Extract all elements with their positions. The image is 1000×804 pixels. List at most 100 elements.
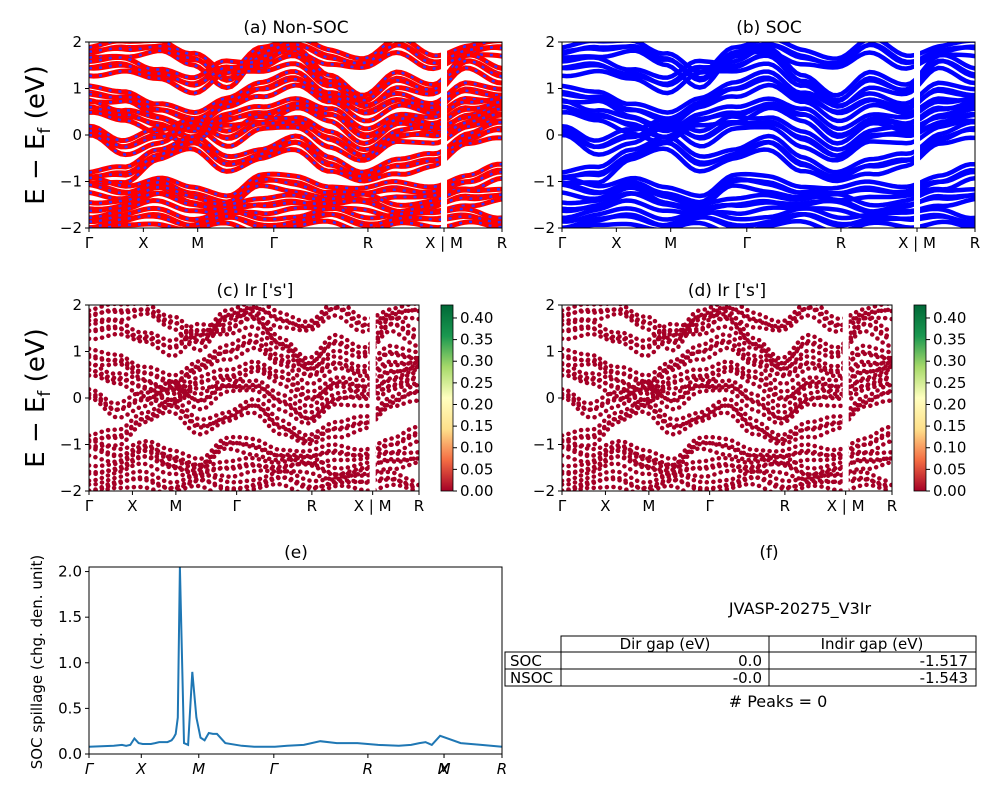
cbar-d-tick-label: 0.00: [933, 482, 966, 500]
cbar-c-tick-label: 0.40: [460, 309, 493, 327]
b-band: [562, 45, 975, 98]
a-band-blue: [89, 192, 502, 213]
d-band-dots: [562, 308, 892, 361]
table-row-nsoc-dir: -0.0: [733, 669, 762, 687]
d-band-dots: [569, 481, 892, 491]
c-band-dots: [89, 448, 419, 471]
c-break: [369, 305, 376, 491]
table-header-indir: Indir gap (eV): [821, 635, 924, 653]
a-band-blue: [89, 170, 502, 204]
ylabel-band-top: E − Ef (eV): [21, 65, 55, 205]
a-band-blue: [89, 119, 502, 162]
c-xtick-label: R: [414, 497, 424, 515]
c-ytick-label: 2: [72, 296, 82, 314]
d-ytick-label: 1: [545, 343, 555, 361]
b-xtick-label: Γ: [558, 234, 567, 252]
cbar-c-bar: [440, 304, 454, 492]
d-xtick-label: R: [780, 497, 790, 515]
cbar-d-tick-label: 0.10: [933, 439, 966, 457]
c-xtick-label: M: [169, 497, 182, 515]
d-band-dots: [562, 424, 892, 462]
panel-b-soc-bands: −2 −1 0 1 2 Γ X M Γ R X | M R: [533, 33, 980, 252]
d-band-dots: [562, 305, 892, 338]
e-ytick-label: 0.0: [58, 745, 82, 763]
panel-b-title: (b) SOC: [736, 18, 802, 38]
cbar-d-tick-label: 0.05: [933, 460, 966, 478]
b-band: [562, 191, 975, 214]
cbar-c-tick-label: 0.20: [460, 395, 493, 413]
c-band-dots: [89, 390, 419, 443]
a-band-blue: [89, 162, 502, 198]
e-ytick-label: 1.0: [58, 654, 82, 672]
b-plot-area: [562, 42, 975, 228]
d-band-dots: [562, 398, 892, 449]
d-ytick-label: 2: [545, 296, 555, 314]
b-band: [562, 169, 975, 205]
a-band-blue: [89, 46, 502, 97]
c-band-dots: [96, 481, 419, 491]
b-ytick-label: −2: [533, 219, 555, 237]
d-xtick-label: Γ: [558, 497, 567, 515]
cbar-d-tick-label: 0.40: [933, 309, 966, 327]
d-band-dots: [562, 459, 892, 484]
b-band: [562, 106, 975, 152]
panel-e-title: (e): [284, 543, 308, 563]
c-plot-area: [89, 305, 419, 491]
a-band-red: [89, 127, 502, 180]
e-ytick-label: 2.0: [58, 563, 82, 581]
b-band: [562, 69, 975, 115]
cbar-c-tick-label: 0.15: [460, 417, 493, 435]
b-xtick-label: Γ: [743, 234, 752, 252]
e-xtick-label: Γ: [85, 760, 95, 778]
b-xtick-label: X: [611, 234, 621, 252]
e-frame: [88, 566, 503, 755]
cbar-c-tick-label: 0.10: [460, 439, 493, 457]
e-ytick-label: 1.5: [58, 608, 82, 626]
c-band-dots: [89, 381, 419, 426]
table-row-soc-dir: 0.0: [738, 652, 762, 670]
a-ytick-label: −2: [60, 219, 82, 237]
c-xtick-label: Γ: [232, 497, 241, 515]
b-band: [562, 111, 975, 158]
b-ytick-label: −1: [533, 173, 555, 191]
c-band-dots: [89, 305, 419, 346]
a-band-blue: [89, 107, 502, 151]
c-band-dots: [89, 308, 419, 361]
a-break: [441, 42, 448, 228]
c-xtick-label: X: [127, 497, 137, 515]
a-band-blue: [89, 54, 502, 102]
d-band-dots: [562, 324, 892, 372]
table-header-dir: Dir gap (eV): [620, 635, 711, 653]
a-ytick-label: 0: [72, 126, 82, 144]
a-band-blue: [89, 43, 502, 82]
e-xtick-label: M: [192, 760, 205, 778]
b-xtick-label: X | M: [898, 234, 936, 252]
c-band-dots: [89, 311, 419, 353]
ylabel-subscript: f: [35, 390, 55, 397]
d-band-dots: [562, 474, 892, 491]
material-id: JVASP-20275_V3Ir: [728, 599, 872, 619]
d-band-dots: [562, 339, 892, 386]
a-band-red: [89, 119, 502, 175]
cbar-c-tick-label: 0.35: [460, 331, 493, 349]
cbar-c-tick-label: 0.00: [460, 482, 493, 500]
e-xtick-label: X: [438, 760, 450, 778]
d-band-dots: [562, 374, 892, 421]
cbar-d-tick-label: 0.20: [933, 395, 966, 413]
cbar-d-tick-label: 0.35: [933, 331, 966, 349]
c-band-dots: [89, 332, 419, 378]
panel-f-title: (f): [759, 543, 778, 563]
c-ytick-label: −2: [60, 482, 82, 500]
b-band: [562, 61, 975, 109]
cbar-c-tick-label: 0.30: [460, 352, 493, 370]
c-band-dots: [89, 305, 419, 338]
e-xtick-label: M: [438, 760, 451, 778]
c-band-dots: [89, 382, 419, 438]
d-band-dots: [562, 454, 892, 477]
a-ytick-label: 1: [72, 80, 82, 98]
d-ytick-label: −1: [533, 436, 555, 454]
e-xtick-label: Γ: [270, 760, 280, 778]
b-band: [562, 127, 975, 180]
c-xtick-label: R: [307, 497, 317, 515]
